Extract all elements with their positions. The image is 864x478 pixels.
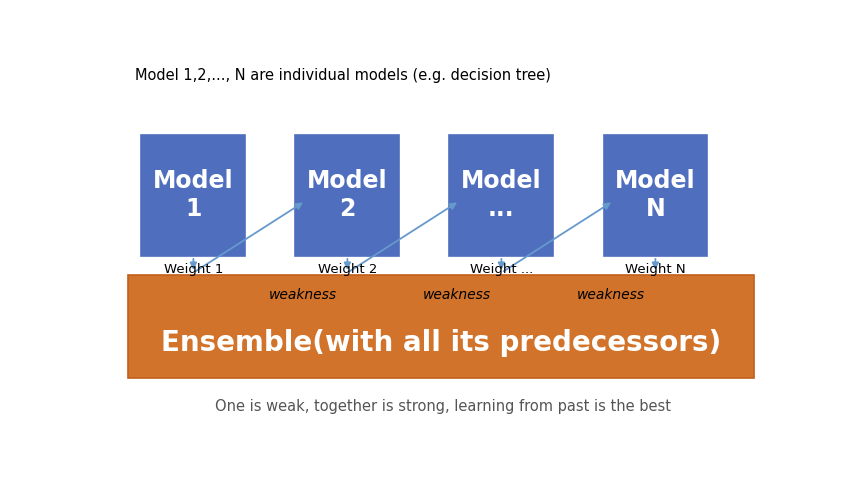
Text: Model
N: Model N bbox=[615, 170, 696, 221]
Text: Weight N: Weight N bbox=[625, 263, 686, 276]
Text: weakness: weakness bbox=[577, 288, 645, 302]
Text: Model
2: Model 2 bbox=[307, 170, 388, 221]
FancyBboxPatch shape bbox=[142, 135, 245, 256]
Text: Model 1,2,..., N are individual models (e.g. decision tree): Model 1,2,..., N are individual models (… bbox=[135, 68, 550, 83]
Text: weakness: weakness bbox=[269, 288, 337, 302]
FancyBboxPatch shape bbox=[449, 135, 553, 256]
Text: Weight 2: Weight 2 bbox=[318, 263, 377, 276]
Text: Ensemble(with all its predecessors): Ensemble(with all its predecessors) bbox=[161, 328, 721, 357]
Text: Weight ...: Weight ... bbox=[470, 263, 533, 276]
Text: Weight 1: Weight 1 bbox=[163, 263, 223, 276]
FancyBboxPatch shape bbox=[128, 274, 754, 378]
Text: Model
1: Model 1 bbox=[153, 170, 233, 221]
FancyBboxPatch shape bbox=[295, 135, 399, 256]
Text: Model
...: Model ... bbox=[461, 170, 542, 221]
Text: weakness: weakness bbox=[422, 288, 491, 302]
FancyBboxPatch shape bbox=[603, 135, 708, 256]
Text: One is weak, together is strong, learning from past is the best: One is weak, together is strong, learnin… bbox=[215, 400, 670, 414]
